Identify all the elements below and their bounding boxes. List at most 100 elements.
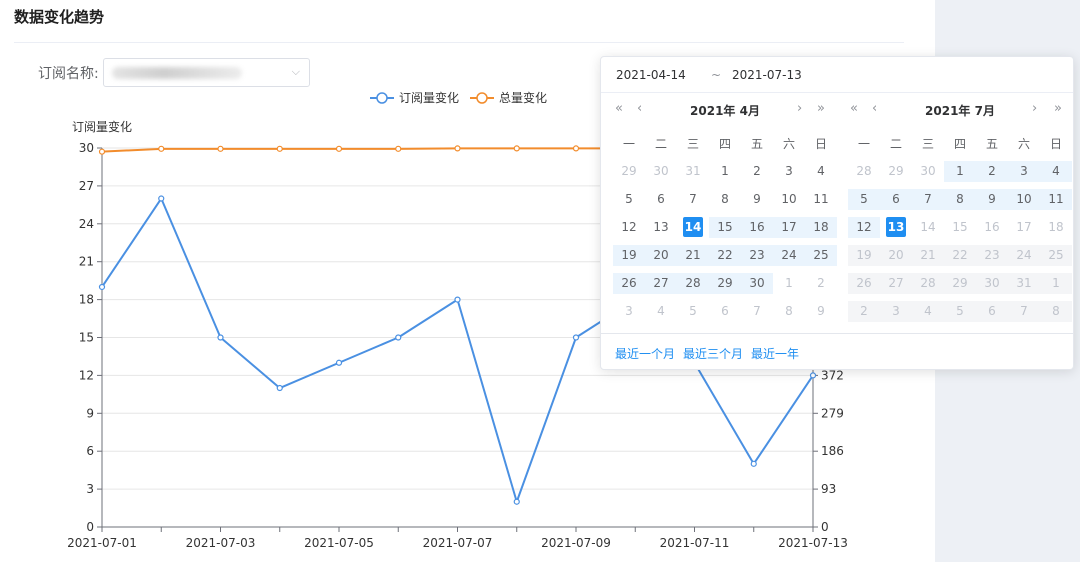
calendar-day[interactable]: 3 [785, 164, 793, 178]
calendar-day[interactable]: 29 [944, 273, 976, 294]
calendar-day[interactable]: 25 [805, 245, 837, 266]
calendar-day[interactable]: 10 [781, 192, 797, 206]
calendar-day[interactable]: 9 [753, 192, 761, 206]
calendar-day[interactable]: 16 [741, 217, 773, 238]
calendar-day[interactable]: 31 [1008, 273, 1040, 294]
calendar-day[interactable]: 8 [1040, 301, 1072, 322]
calendar-day[interactable]: 2 [753, 164, 761, 178]
calendar-day[interactable]: 30 [920, 164, 936, 178]
calendar-day[interactable]: 27 [880, 273, 912, 294]
calendar-day[interactable]: 11 [813, 192, 829, 206]
calendar-day[interactable]: 29 [621, 164, 637, 178]
calendar-day[interactable]: 30 [653, 164, 669, 178]
calendar-day[interactable]: 8 [785, 304, 793, 318]
calendar-day[interactable]: 16 [984, 220, 1000, 234]
calendar-day[interactable]: 22 [944, 245, 976, 266]
calendar-day[interactable]: 12 [848, 217, 880, 238]
calendar-day[interactable]: 12 [621, 220, 637, 234]
calendar-day[interactable]: 18 [1048, 220, 1064, 234]
calendar-day[interactable]: 1 [785, 276, 793, 290]
prev-month-icon-right[interactable]: ‹ [872, 101, 878, 116]
calendar-day[interactable]: 3 [1008, 161, 1040, 182]
calendar-day[interactable]: 9 [817, 304, 825, 318]
calendar-day[interactable]: 1 [1040, 273, 1072, 294]
calendar-day[interactable]: 28 [856, 164, 872, 178]
calendar-day[interactable]: 19 [848, 245, 880, 266]
calendar-day[interactable]: 2 [976, 161, 1008, 182]
calendar-day[interactable]: 5 [944, 301, 976, 322]
calendar-day[interactable]: 17 [1016, 220, 1032, 234]
prev-year-icon[interactable]: « [615, 101, 623, 116]
calendar-day[interactable]: 7 [689, 192, 697, 206]
calendar-day[interactable]: 27 [645, 273, 677, 294]
shortcut-last-three-months[interactable]: 最近三个月 [683, 347, 744, 361]
calendar-day[interactable]: 13 [653, 220, 669, 234]
calendar-day[interactable]: 31 [685, 164, 701, 178]
calendar-day[interactable]: 21 [912, 245, 944, 266]
calendar-day[interactable]: 5 [848, 189, 880, 210]
calendar-day[interactable]: 4 [817, 164, 825, 178]
calendar-day[interactable]: 8 [721, 192, 729, 206]
calendar-day[interactable]: 26 [613, 273, 645, 294]
calendar-day[interactable]: 7 [1008, 301, 1040, 322]
calendar-day-selected[interactable]: 14 [677, 217, 709, 238]
calendar-day[interactable]: 5 [689, 304, 697, 318]
calendar-day[interactable]: 17 [773, 217, 805, 238]
calendar-day[interactable]: 20 [880, 245, 912, 266]
calendar-day[interactable]: 24 [773, 245, 805, 266]
calendar-day[interactable]: 6 [721, 304, 729, 318]
calendar-day[interactable]: 14 [920, 220, 936, 234]
calendar-day[interactable]: 7 [753, 304, 761, 318]
calendar-day[interactable]: 2 [848, 301, 880, 322]
next-year-icon[interactable]: » [1054, 101, 1062, 116]
calendar-day[interactable]: 3 [625, 304, 633, 318]
calendar-day[interactable]: 20 [645, 245, 677, 266]
calendar-day[interactable]: 26 [848, 273, 880, 294]
calendar-day[interactable]: 1 [944, 161, 976, 182]
calendar-day[interactable]: 6 [880, 189, 912, 210]
calendar-day[interactable]: 8 [944, 189, 976, 210]
calendar-day[interactable]: 7 [912, 189, 944, 210]
calendar-day[interactable]: 6 [976, 301, 1008, 322]
calendar-day[interactable]: 3 [880, 301, 912, 322]
calendar-day[interactable]: 4 [657, 304, 665, 318]
range-separator: ~ [711, 68, 722, 82]
calendar-day[interactable]: 19 [613, 245, 645, 266]
calendar-day[interactable]: 30 [976, 273, 1008, 294]
calendar-day[interactable]: 30 [741, 273, 773, 294]
calendar-day[interactable]: 29 [888, 164, 904, 178]
calendar-day[interactable]: 24 [1008, 245, 1040, 266]
shortcut-last-month[interactable]: 最近一个月 [615, 347, 676, 361]
next-month-icon[interactable]: › [1032, 101, 1038, 116]
calendar-day[interactable]: 25 [1040, 245, 1072, 266]
calendar-day[interactable]: 18 [805, 217, 837, 238]
calendar-day[interactable]: 4 [912, 301, 944, 322]
shortcut-last-year[interactable]: 最近一年 [751, 347, 800, 361]
calendar-day[interactable]: 28 [912, 273, 944, 294]
calendar-day[interactable]: 11 [1040, 189, 1072, 210]
next-year-icon-left[interactable]: » [817, 101, 825, 116]
calendar-day[interactable]: 15 [952, 220, 968, 234]
prev-year-icon-right[interactable]: « [850, 101, 858, 116]
calendar-day[interactable]: 22 [709, 245, 741, 266]
calendar-day[interactable]: 4 [1040, 161, 1072, 182]
range-end-input[interactable]: 2021-07-13 [732, 68, 802, 82]
calendar-day[interactable]: 5 [625, 192, 633, 206]
calendar-day[interactable]: 23 [741, 245, 773, 266]
calendar-day[interactable]: 23 [976, 245, 1008, 266]
calendar-day-selected[interactable]: 13 [880, 217, 912, 238]
calendar-day[interactable]: 15 [709, 217, 741, 238]
next-month-icon-left[interactable]: › [797, 101, 803, 116]
calendar-day[interactable]: 2 [817, 276, 825, 290]
calendar-day[interactable]: 1 [721, 164, 729, 178]
data-point [276, 145, 283, 152]
calendar-day[interactable]: 10 [1008, 189, 1040, 210]
calendar-day[interactable]: 28 [677, 273, 709, 294]
range-start-input[interactable]: 2021-04-14 [616, 68, 686, 82]
calendar-day[interactable]: 21 [677, 245, 709, 266]
calendar-day[interactable]: 29 [709, 273, 741, 294]
prev-month-icon[interactable]: ‹ [637, 101, 643, 116]
subscription-name-select[interactable]: ⌵ [103, 58, 310, 87]
calendar-day[interactable]: 9 [976, 189, 1008, 210]
calendar-day[interactable]: 6 [657, 192, 665, 206]
